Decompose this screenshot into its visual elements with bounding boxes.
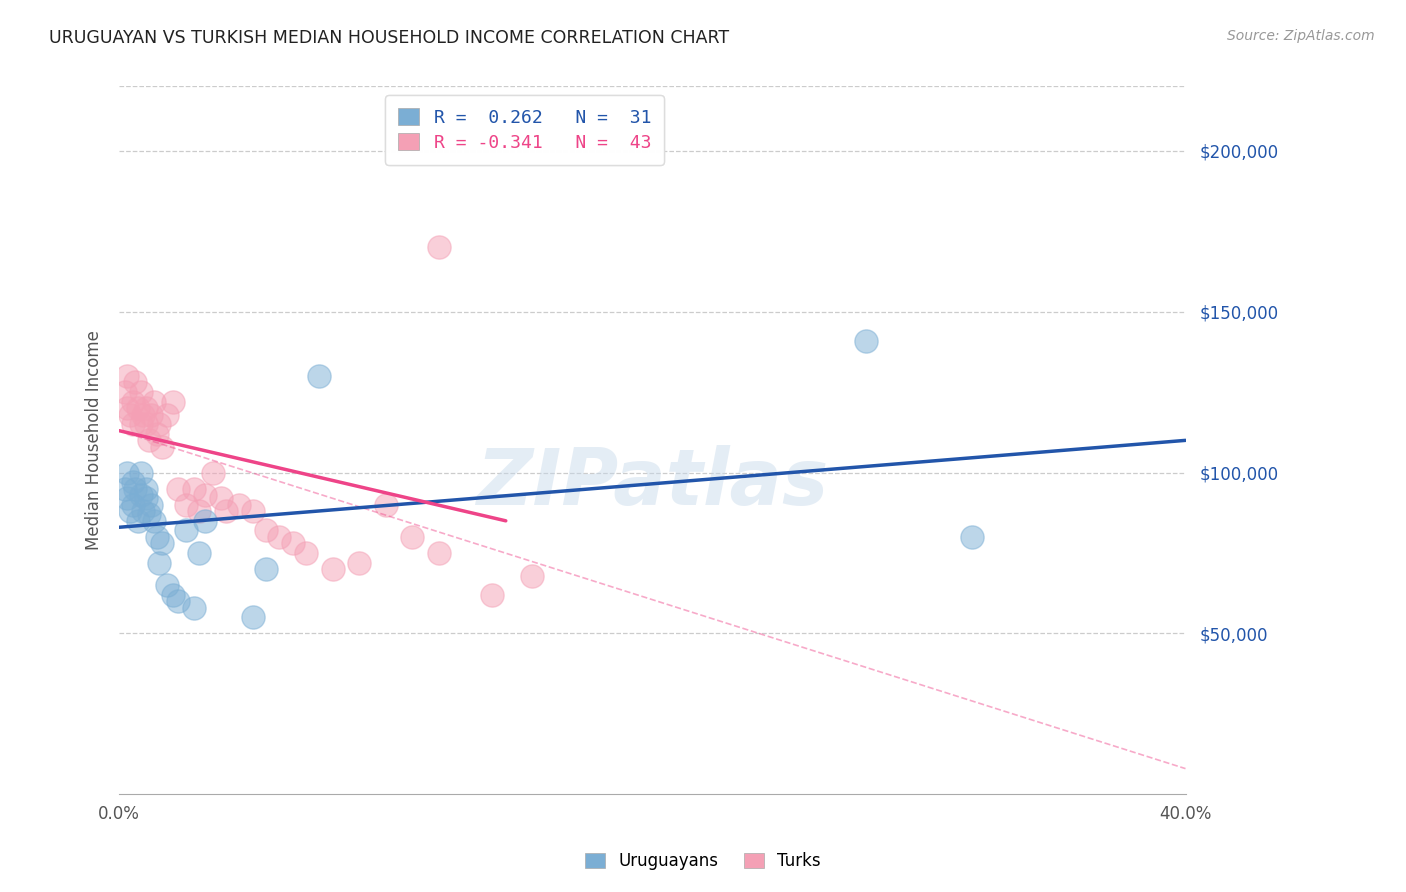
Point	[209, 491, 232, 506]
Point	[124, 482, 146, 496]
Point	[962, 530, 984, 544]
Point	[114, 385, 136, 400]
Point	[145, 426, 167, 441]
Point	[167, 594, 190, 608]
Point	[281, 536, 304, 550]
Point	[129, 488, 152, 502]
Point	[193, 514, 215, 528]
Point	[150, 536, 173, 550]
Point	[228, 498, 250, 512]
Point	[183, 482, 205, 496]
Point	[855, 334, 877, 348]
Point	[117, 369, 139, 384]
Point	[121, 417, 143, 432]
Point	[242, 610, 264, 624]
Point	[135, 482, 157, 496]
Point	[118, 504, 141, 518]
Point	[308, 369, 330, 384]
Point	[215, 504, 238, 518]
Point	[401, 530, 423, 544]
Point	[374, 498, 396, 512]
Point	[254, 562, 277, 576]
Point	[183, 600, 205, 615]
Point	[121, 498, 143, 512]
Point	[242, 504, 264, 518]
Point	[141, 408, 163, 422]
Point	[141, 498, 163, 512]
Point	[188, 546, 211, 560]
Point	[117, 401, 139, 416]
Point	[295, 546, 318, 560]
Point	[188, 504, 211, 518]
Point	[148, 556, 170, 570]
Point	[118, 408, 141, 422]
Y-axis label: Median Household Income: Median Household Income	[86, 330, 103, 550]
Point	[156, 578, 179, 592]
Point	[117, 491, 139, 506]
Point	[138, 434, 160, 448]
Point	[174, 524, 197, 538]
Point	[427, 240, 450, 254]
Point	[129, 466, 152, 480]
Point	[145, 530, 167, 544]
Point	[162, 394, 184, 409]
Point	[148, 417, 170, 432]
Point	[254, 524, 277, 538]
Point	[269, 530, 291, 544]
Point	[347, 556, 370, 570]
Legend: Uruguayans, Turks: Uruguayans, Turks	[579, 846, 827, 877]
Text: Source: ZipAtlas.com: Source: ZipAtlas.com	[1227, 29, 1375, 43]
Point	[201, 466, 224, 480]
Point	[427, 546, 450, 560]
Point	[481, 588, 503, 602]
Point	[193, 488, 215, 502]
Point	[127, 401, 149, 416]
Point	[124, 376, 146, 390]
Point	[135, 417, 157, 432]
Point	[121, 475, 143, 490]
Legend: R =  0.262   N =  31, R = -0.341   N =  43: R = 0.262 N = 31, R = -0.341 N = 43	[385, 95, 664, 165]
Point	[167, 482, 190, 496]
Point	[174, 498, 197, 512]
Text: ZIPatlas: ZIPatlas	[477, 445, 828, 521]
Point	[150, 440, 173, 454]
Point	[162, 588, 184, 602]
Text: URUGUAYAN VS TURKISH MEDIAN HOUSEHOLD INCOME CORRELATION CHART: URUGUAYAN VS TURKISH MEDIAN HOUSEHOLD IN…	[49, 29, 730, 46]
Point	[132, 408, 155, 422]
Point	[142, 514, 165, 528]
Point	[117, 466, 139, 480]
Point	[114, 482, 136, 496]
Point	[121, 394, 143, 409]
Point	[129, 417, 152, 432]
Point	[321, 562, 344, 576]
Point	[127, 514, 149, 528]
Point	[142, 394, 165, 409]
Point	[132, 504, 155, 518]
Point	[135, 491, 157, 506]
Point	[129, 385, 152, 400]
Point	[138, 508, 160, 522]
Point	[135, 401, 157, 416]
Point	[522, 568, 544, 582]
Point	[156, 408, 179, 422]
